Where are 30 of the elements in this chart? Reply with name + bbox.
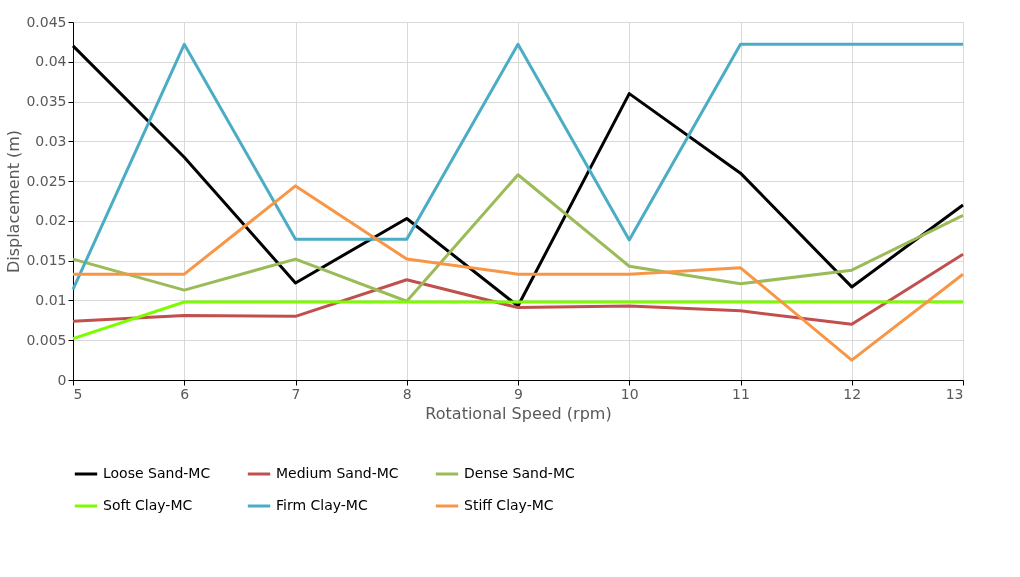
y-tick-label: 0.025 bbox=[26, 172, 67, 189]
y-tick-label: 0.005 bbox=[26, 331, 67, 348]
y-tick-label: 0.03 bbox=[35, 132, 67, 149]
x-tick-label: 8 bbox=[402, 385, 412, 402]
x-tick-label: 6 bbox=[180, 385, 190, 402]
y-tick-label: 0.01 bbox=[35, 291, 67, 308]
x-tick-label: 13 bbox=[945, 385, 964, 402]
x-tick-label: 12 bbox=[843, 385, 862, 402]
y-tick-label: 0.02 bbox=[35, 212, 67, 229]
x-tick-label: 9 bbox=[514, 385, 523, 402]
legend-label: Medium Sand-MC bbox=[276, 465, 399, 481]
line-series bbox=[71, 184, 965, 362]
x-tick-label: 5 bbox=[73, 385, 83, 402]
legend-label: Dense Sand-MC bbox=[464, 465, 575, 481]
legend-label: Loose Sand-MC bbox=[103, 465, 211, 481]
y-tick-label: 0 bbox=[57, 371, 67, 388]
y-tick-label: 0.045 bbox=[26, 13, 67, 30]
x-tick-label: 11 bbox=[732, 385, 750, 402]
x-tick-label: 7 bbox=[291, 385, 301, 402]
y-tick-label: 0.035 bbox=[26, 93, 67, 110]
x-tick-label: 10 bbox=[620, 385, 639, 402]
line-series bbox=[71, 252, 965, 326]
x-axis-title: Rotational Speed (rpm) bbox=[425, 403, 612, 423]
y-axis-title: Displacement (m) bbox=[4, 129, 24, 274]
legend-label: Stiff Clay-MC bbox=[464, 497, 554, 513]
legend-label: Soft Clay-MC bbox=[103, 497, 193, 513]
legend-label: Firm Clay-MC bbox=[276, 497, 368, 513]
y-tick-label: 0.015 bbox=[26, 252, 67, 269]
y-tick-label: 0.04 bbox=[35, 53, 67, 70]
line-series bbox=[71, 173, 965, 303]
